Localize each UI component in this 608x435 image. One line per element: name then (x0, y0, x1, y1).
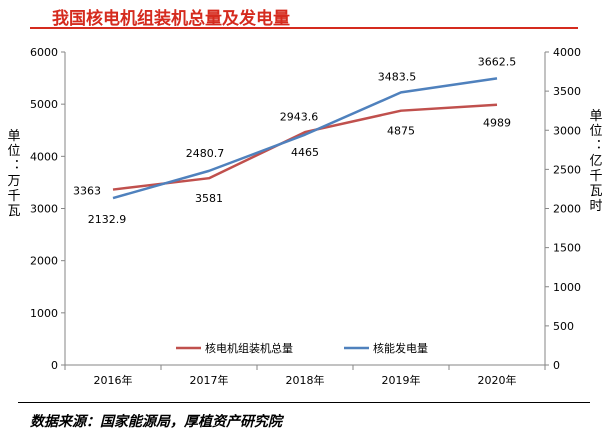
x-tick-label: 2019年 (382, 373, 421, 387)
right-tick-label: 1000 (553, 281, 581, 294)
data-labels: 3363 3581 4465 4875 4989 2132.9 2480.7 2943.6 34… (73, 55, 516, 226)
svg-text:时: 时 (589, 199, 602, 214)
right-tick-label: 500 (553, 320, 574, 333)
left-tick-label: 1000 (30, 307, 58, 320)
generation-data-label: 3662.5 (478, 55, 517, 68)
svg-text:位: 位 (589, 124, 602, 139)
legend-capacity-label: 核电机组装机总量 (205, 341, 293, 355)
source-note: 数据来源：国家能源局，厚植资产研究院 (30, 414, 282, 430)
capacity-data-label: 4465 (291, 146, 319, 159)
chart-title: 我国核电机组装机总量及发电量 (52, 9, 290, 29)
right-tick-label: 0 (553, 359, 560, 372)
right-tick-label: 3000 (553, 124, 581, 137)
svg-text:单: 单 (589, 109, 602, 124)
left-tick-label: 4000 (30, 150, 58, 163)
chart-series (112, 77, 498, 200)
left-tick-label: 6000 (30, 46, 58, 59)
svg-text:亿: 亿 (589, 154, 602, 169)
right-tick-label: 3500 (553, 85, 581, 98)
svg-text:︓: ︓ (7, 159, 20, 174)
generation-data-label: 2943.6 (280, 111, 319, 124)
svg-text:瓦: 瓦 (589, 184, 602, 199)
left-tick-label: 5000 (30, 98, 58, 111)
left-tick-label: 0 (51, 359, 58, 372)
right-tick-label: 2000 (553, 203, 581, 216)
legend-generation-label: 核能发电量 (373, 341, 428, 355)
svg-text:位: 位 (7, 144, 20, 159)
x-tick-label: 2016年 (94, 373, 133, 387)
chart-axes (64, 52, 546, 366)
generation-data-label: 2132.9 (88, 213, 127, 226)
generation-data-label: 3483.5 (378, 70, 417, 83)
svg-text:千: 千 (589, 169, 602, 184)
right-axis-ticks: 0 500 1000 1500 2000 2500 3000 3500 4000 (545, 46, 581, 372)
svg-text:千: 千 (7, 189, 20, 204)
chart-legend: 核电机组装机总量 核能发电量 (176, 341, 428, 355)
capacity-data-label: 4989 (483, 117, 511, 130)
right-tick-label: 4000 (553, 46, 581, 59)
left-axis-ticks: 0 1000 2000 3000 4000 5000 6000 (30, 46, 65, 372)
capacity-data-label: 3581 (195, 192, 223, 205)
svg-text:瓦: 瓦 (7, 204, 20, 219)
x-tick-label: 2020年 (478, 373, 517, 387)
svg-text:万: 万 (7, 174, 20, 189)
x-tick-label: 2018年 (286, 373, 325, 387)
right-tick-label: 1500 (553, 242, 581, 255)
left-axis-title: 单位︓万千瓦 (7, 129, 20, 219)
right-tick-label: 2500 (553, 163, 581, 176)
left-tick-label: 2000 (30, 255, 58, 268)
x-tick-label: 2017年 (190, 373, 229, 387)
svg-text:︓: ︓ (589, 139, 602, 154)
generation-line (112, 77, 498, 200)
source-divider (18, 402, 590, 403)
title-underline (30, 27, 578, 29)
left-tick-label: 3000 (30, 203, 58, 216)
capacity-data-label: 4875 (387, 125, 415, 138)
x-axis-ticks: 2016年 2017年 2018年 2019年 2020年 (64, 365, 546, 387)
svg-text:单: 单 (7, 129, 20, 144)
capacity-data-label: 3363 (73, 185, 101, 198)
generation-data-label: 2480.7 (186, 147, 225, 160)
